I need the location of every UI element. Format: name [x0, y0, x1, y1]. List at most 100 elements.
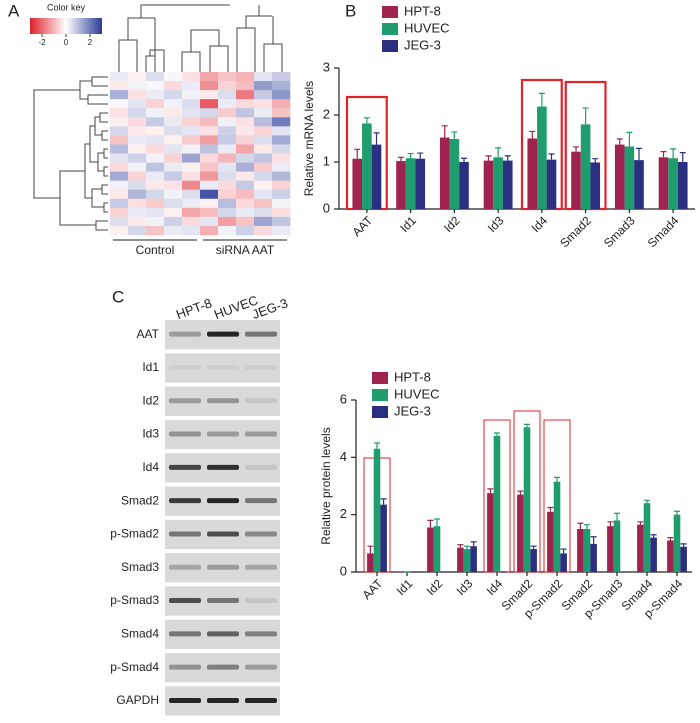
heatmap-cell	[236, 207, 255, 218]
error-bar	[373, 132, 380, 145]
heatmap-cell	[146, 81, 165, 91]
heatmap-cell	[164, 171, 183, 181]
heatmap-cell	[236, 135, 255, 145]
heatmap-cell	[128, 108, 147, 118]
blot-band	[207, 364, 239, 370]
error-bar	[660, 151, 667, 158]
panel-label: A	[8, 1, 20, 20]
bar	[577, 529, 584, 572]
heatmap-cell	[182, 99, 201, 109]
heatmap-cell	[218, 180, 237, 191]
heatmap-cell	[236, 108, 255, 118]
error-bar	[582, 107, 589, 125]
error-bar	[374, 442, 380, 449]
heatmap-cell	[110, 135, 129, 145]
bar	[553, 481, 561, 572]
heatmap-cell	[218, 81, 237, 91]
blot-band	[245, 664, 277, 670]
column-dendrogram	[118, 4, 283, 72]
bar	[405, 158, 416, 209]
heatmap-cell	[164, 117, 183, 127]
heatmap-cell	[110, 180, 129, 191]
blot-band	[207, 664, 239, 670]
heatmap-cell	[200, 198, 219, 209]
bar	[483, 160, 494, 209]
heatmap-cell	[182, 225, 201, 236]
blot-row-label: p-Smad4	[110, 660, 159, 674]
heatmap-cell	[200, 135, 219, 145]
heatmap-cell	[182, 72, 201, 82]
blot-band	[169, 631, 201, 637]
heatmap-cell	[110, 198, 129, 209]
heatmap-cell	[218, 216, 237, 227]
blot-band	[169, 664, 201, 670]
error-bar	[538, 92, 545, 107]
heatmap-cell	[164, 198, 183, 209]
error-bar	[530, 545, 537, 550]
error-bar	[614, 512, 620, 521]
heatmap-cell	[236, 153, 255, 163]
heatmap-cell	[146, 189, 165, 200]
blot-band	[245, 564, 277, 570]
heatmap-cell	[182, 153, 201, 163]
blot-strip	[165, 419, 280, 450]
blot-band	[169, 697, 201, 703]
heatmap-cell	[110, 225, 129, 236]
bar	[527, 138, 538, 209]
heatmap-cell	[236, 171, 255, 181]
blot-row-label: p-Smad3	[110, 593, 159, 607]
error-bar	[407, 152, 414, 159]
heatmap-cell	[182, 144, 201, 154]
heatmap-cell	[128, 216, 147, 227]
heatmap-cell	[218, 153, 237, 163]
heatmap-cell	[128, 72, 147, 82]
heatmap-cell	[272, 81, 291, 91]
color-key-tick-label: 0	[64, 38, 69, 47]
heatmap-cell	[146, 108, 165, 118]
heatmap-cell	[146, 171, 165, 181]
heatmap-cell	[200, 72, 219, 82]
heatmap-cell	[110, 216, 129, 227]
heatmap-cell	[164, 90, 183, 100]
heatmap-cell	[146, 207, 165, 218]
heatmap-cell	[272, 117, 291, 127]
legend-swatch	[372, 372, 388, 384]
bar	[668, 158, 678, 209]
blot-band	[207, 564, 239, 570]
y-tick-label: 2	[340, 506, 347, 521]
blot-row-label: p-Smad2	[110, 527, 159, 541]
heatmap-cell	[254, 171, 273, 181]
heatmap-cell	[128, 171, 147, 181]
heatmap-cell	[200, 144, 219, 154]
heatmap-cell	[254, 189, 273, 200]
y-tick-label: 1	[323, 153, 330, 168]
row-dendrogram	[33, 76, 108, 231]
heatmap-cell	[182, 126, 201, 136]
lane-label: HPT-8	[174, 295, 214, 322]
error-bar	[674, 510, 680, 515]
heatmap-cell	[272, 225, 291, 236]
heatmap-cell	[110, 153, 129, 163]
blot-band	[245, 531, 277, 537]
heatmap-cell	[182, 108, 201, 118]
error-bar	[548, 153, 555, 160]
blot-band	[207, 598, 239, 604]
heatmap-cell	[272, 189, 291, 200]
heatmap-cell	[164, 180, 183, 191]
blot-band	[169, 531, 201, 537]
error-bar	[592, 158, 599, 163]
x-tick-label: Id1	[397, 213, 419, 235]
heatmap-cell	[254, 135, 273, 145]
heatmap-cell	[110, 108, 129, 118]
heatmap-cell	[128, 126, 147, 136]
legend-swatch	[372, 389, 388, 401]
y-tick-label: 4	[340, 449, 347, 464]
error-bar	[485, 155, 492, 161]
error-bar	[607, 521, 614, 527]
bar	[380, 504, 387, 572]
heatmap-cell	[182, 90, 201, 100]
bar	[607, 526, 614, 572]
y-tick-label: 6	[340, 391, 347, 406]
x-tick-label: AAT	[349, 213, 375, 239]
error-bar	[457, 544, 464, 548]
